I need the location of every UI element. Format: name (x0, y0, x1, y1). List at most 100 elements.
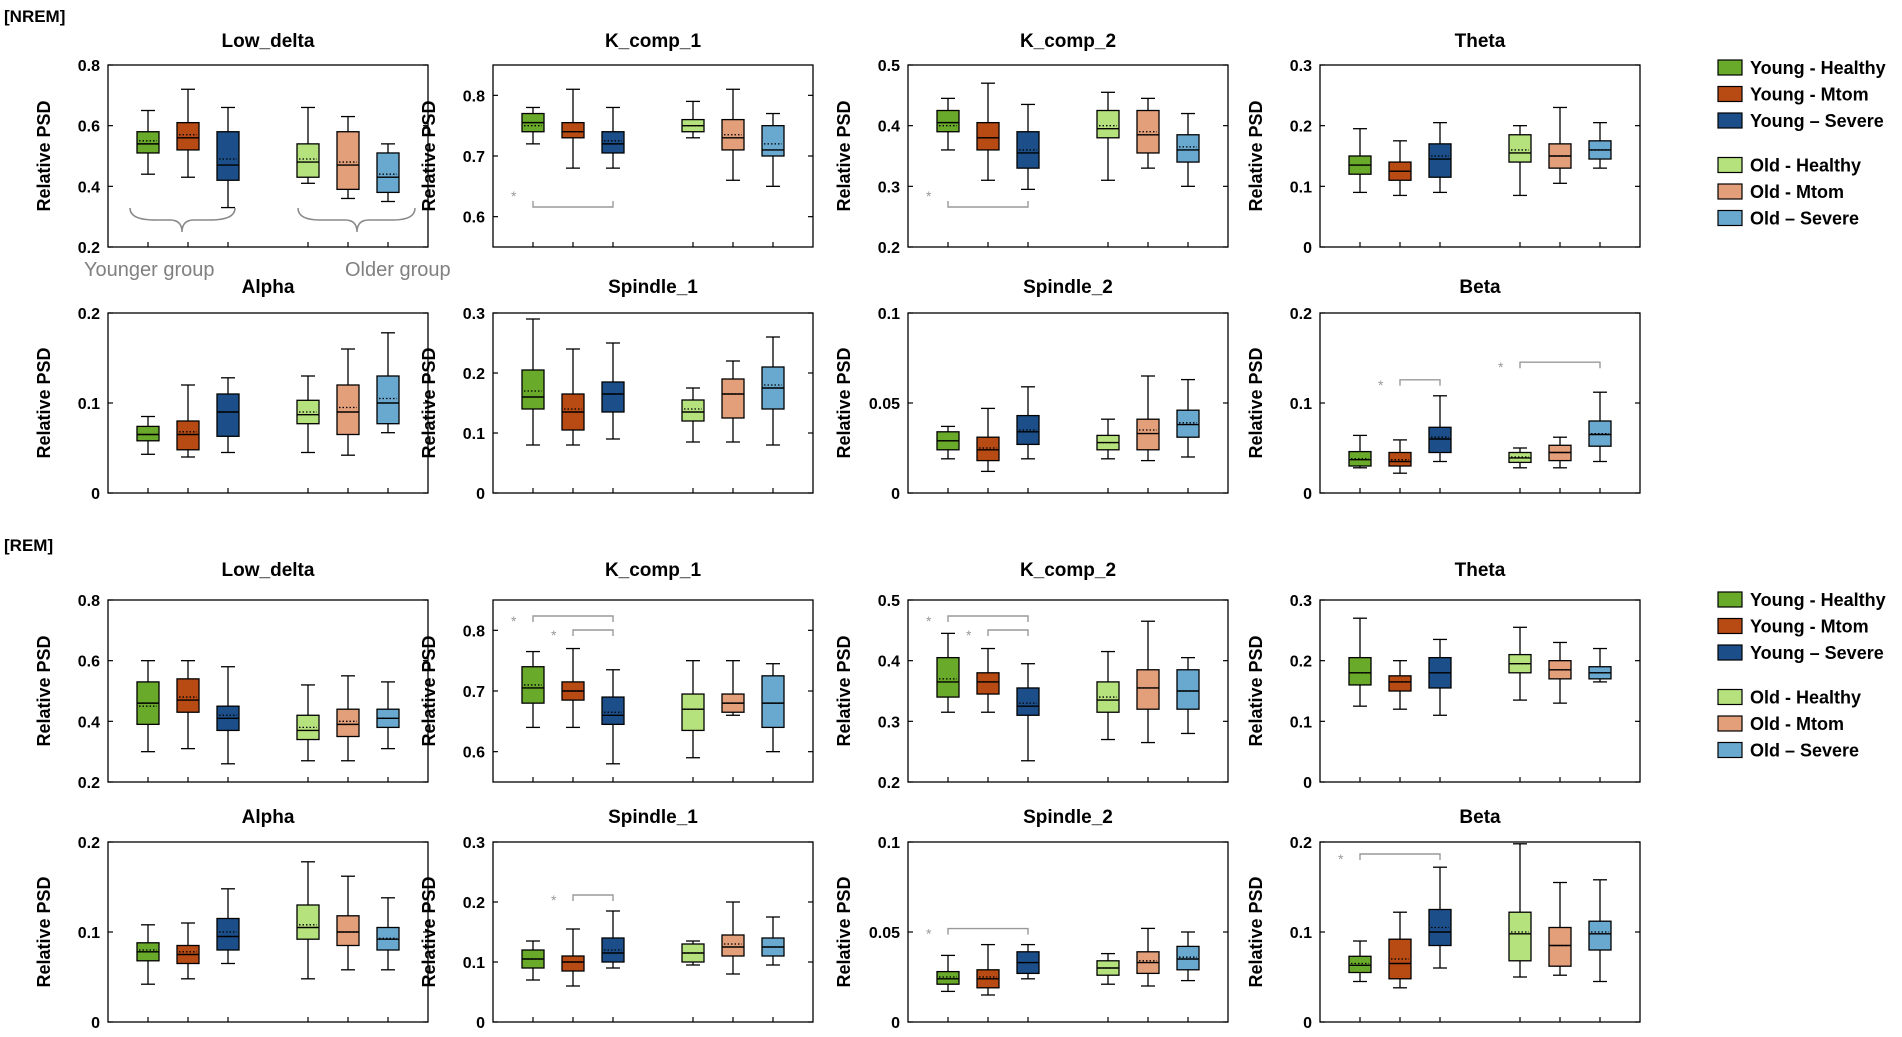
panel-nrem-low-delta: Low_delta Relative PSD 0.2 0.4 0.6 0.8 (34, 31, 429, 257)
panel-title: K_comp_2 (1020, 31, 1116, 52)
iqr-box (601, 131, 625, 154)
significance-bracket (532, 615, 614, 622)
box-young-severe (601, 669, 625, 782)
y-tick-label: 0.3 (463, 835, 485, 852)
box-old-severe (1588, 647, 1612, 782)
panel-nrem-beta: Beta Relative PSD 0 0.1 0.2 * * (1246, 277, 1641, 503)
box-young-healthy (1348, 940, 1372, 1022)
y-axis-label: Relative PSD (1246, 347, 1266, 458)
plot-area-frame (907, 312, 1229, 494)
box-old-healthy (681, 660, 705, 782)
box-young-mtom (1388, 439, 1412, 493)
box-young-mtom (561, 88, 585, 247)
box-young-healthy (521, 106, 545, 247)
box-old-mtom (721, 901, 745, 1022)
y-tick-label: 0.6 (463, 745, 485, 762)
iqr-box (721, 934, 745, 957)
y-tick-label: 0.2 (78, 775, 100, 792)
significance-bracket (947, 927, 1029, 935)
box-young-healthy (936, 632, 960, 782)
significance-star: * (1498, 359, 1504, 375)
y-axis-label: Relative PSD (1246, 635, 1266, 746)
y-tick-label: 0.3 (1290, 58, 1312, 75)
box-old-healthy (1508, 447, 1532, 493)
iqr-box (601, 381, 625, 413)
box-young-healthy (136, 660, 160, 782)
box-young-severe (216, 106, 240, 247)
panel-title: Theta (1455, 560, 1506, 581)
iqr-box (681, 399, 705, 422)
box-old-severe (376, 897, 400, 1022)
box-old-severe (1176, 112, 1200, 247)
y-tick-label: 0 (1303, 486, 1312, 503)
y-tick-label: 0.5 (878, 593, 900, 610)
iqr-box (216, 917, 240, 951)
box-young-severe (1428, 121, 1452, 247)
y-axis-label: Relative PSD (419, 635, 439, 746)
y-tick-label: 0.1 (463, 955, 485, 972)
iqr-box (721, 378, 745, 419)
legend-label: Young - Healthy (1750, 590, 1886, 610)
y-axis-label: Relative PSD (834, 100, 854, 211)
box-young-healthy (936, 954, 960, 1022)
y-tick-label: 0.2 (1290, 119, 1312, 136)
iqr-box (176, 420, 200, 451)
box-old-severe (1176, 656, 1200, 782)
legends-container: Young - Healthy Young - Mtom Young – Sever… (1717, 58, 1886, 761)
legend-item: Old - Mtom (1717, 714, 1844, 734)
panel-rem-spindle-2: Spindle_2 Relative PSD 0 0.05 0.1 * (834, 807, 1229, 1032)
panel-title: K_comp_1 (605, 31, 702, 52)
significance-bracket (572, 629, 614, 636)
iqr-box (1348, 955, 1372, 974)
plot-area-frame (492, 841, 814, 1023)
iqr-box (601, 937, 625, 963)
box-young-mtom (976, 407, 1000, 493)
y-tick-label: 0 (476, 486, 485, 503)
y-tick-label: 0.2 (78, 240, 100, 257)
box-young-severe (601, 106, 625, 247)
iqr-box (1136, 109, 1160, 154)
panel-title: Spindle_2 (1023, 277, 1113, 298)
y-tick-label: 0.4 (878, 119, 900, 136)
legend-label: Young – Severe (1750, 111, 1884, 131)
iqr-box (521, 666, 545, 704)
legend-item: Old - Mtom (1717, 182, 1844, 202)
box-young-severe (1016, 943, 1040, 1022)
iqr-box (976, 121, 1000, 151)
y-tick-label: 0.8 (463, 623, 485, 640)
box-old-severe (376, 332, 400, 493)
significance-bracket (1519, 361, 1601, 369)
box-old-mtom (1136, 927, 1160, 1022)
y-axis-label: Relative PSD (834, 347, 854, 458)
iqr-box (1508, 134, 1532, 163)
legend-label: Young - Healthy (1750, 58, 1886, 78)
iqr-box (176, 678, 200, 713)
y-tick-label: 0.4 (78, 179, 100, 196)
box-young-severe (216, 666, 240, 782)
box-young-severe (601, 910, 625, 1022)
legend-item: Old - Healthy (1717, 156, 1861, 176)
significance-star: * (966, 627, 972, 643)
legend-item: Young – Severe (1717, 643, 1884, 663)
box-young-healthy (136, 415, 160, 493)
panel-nrem-alpha: Alpha Relative PSD 0 0.1 0.2 (34, 277, 429, 503)
box-old-healthy (1096, 952, 1120, 1022)
legend-label: Old - Healthy (1750, 156, 1861, 176)
box-old-mtom (1548, 436, 1572, 493)
legend-swatch (1717, 741, 1743, 759)
box-old-severe (761, 112, 785, 247)
legend-nrem: Young - Healthy Young - Mtom Young – Sever… (1717, 58, 1886, 229)
y-tick-label: 0 (476, 1015, 485, 1032)
box-old-severe (1588, 879, 1612, 1022)
iqr-box (1428, 908, 1452, 947)
box-old-severe (761, 336, 785, 493)
box-old-mtom (1136, 375, 1160, 493)
box-old-healthy (1096, 91, 1120, 247)
iqr-box (561, 121, 585, 139)
iqr-box (296, 714, 320, 741)
legend-swatch (1717, 209, 1743, 227)
iqr-box (336, 131, 360, 191)
iqr-box (521, 369, 545, 410)
